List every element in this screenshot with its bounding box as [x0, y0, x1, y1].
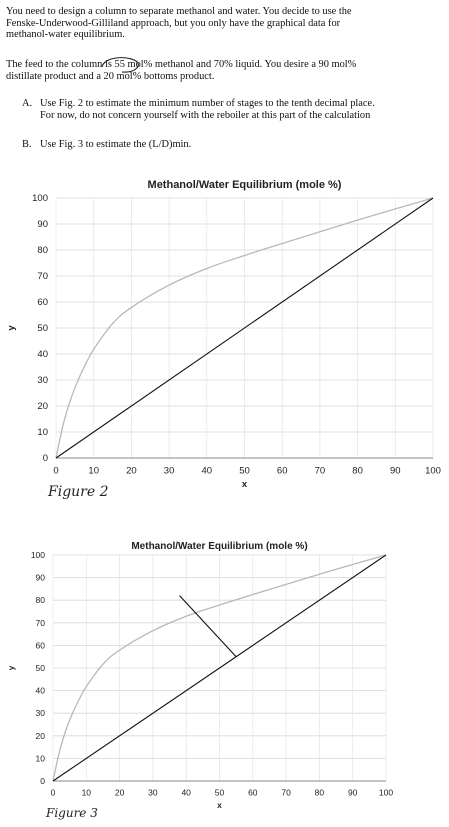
y-tick-label: 90	[36, 573, 46, 583]
x-tick-label: 0	[53, 466, 58, 477]
problem-intro: You need to design a column to separate …	[6, 6, 444, 41]
y-tick-label: 80	[37, 245, 48, 256]
y-tick-label: 30	[36, 708, 46, 718]
x-tick-label: 80	[315, 788, 325, 798]
x-tick-label: 20	[115, 788, 125, 798]
question-line: Use Fig. 3 to estimate the (L/D)min.	[40, 139, 192, 150]
x-tick-label: 40	[202, 466, 213, 477]
equilibrium-curve	[52, 554, 387, 782]
equilibrium-curve	[55, 197, 434, 459]
intro-line: methanol-water equilibrium.	[6, 29, 125, 41]
y-tick-label: 90	[37, 219, 48, 230]
y-tick-label: 50	[37, 323, 48, 334]
x-tick-label: 50	[239, 466, 250, 477]
chart-svg: Methanol/Water Equilibrium (mole %) 0 10 20…	[6, 541, 393, 810]
y-tick-label: 40	[36, 686, 46, 696]
question-line: For now, do not concern yourself with th…	[40, 109, 371, 121]
y-tick-label: 60	[36, 640, 46, 650]
y-tick-label: 20	[37, 401, 48, 412]
x-tick-label: 10	[82, 788, 92, 798]
y-axis-label: y	[6, 665, 16, 670]
x-tick-label: 80	[352, 466, 363, 477]
y-tick-label: 40	[37, 349, 48, 360]
question-letter: B.	[22, 139, 32, 150]
feed-line: The feed to the column is 55 mol% methan…	[6, 59, 357, 70]
y-tick-label: 0	[40, 776, 45, 786]
y-tick-label: 100	[31, 550, 45, 560]
y-tick-label: 50	[36, 663, 46, 673]
x-tick-label: 50	[215, 788, 225, 798]
question-line: Use Fig. 2 to estimate the minimum numbe…	[40, 98, 375, 109]
x-tick-label: 30	[164, 466, 175, 477]
diagonal-line	[52, 554, 387, 782]
figure-2-chart: Methanol/Water Equilibrium (mole %) 0 10 20…	[0, 170, 449, 490]
y-tick-label: 100	[32, 193, 48, 204]
x-tick-label: 60	[277, 466, 288, 477]
y-tick-label: 60	[37, 297, 48, 308]
y-axis-label: y	[6, 325, 17, 331]
x-tick-label: 100	[379, 788, 393, 798]
x-tick-label: 30	[148, 788, 158, 798]
y-tick-label: 70	[37, 271, 48, 282]
figure-3-chart: Methanol/Water Equilibrium (mole %) 0 10 20…	[0, 535, 449, 810]
question-letter: A.	[22, 98, 33, 109]
diagonal-line	[55, 197, 434, 459]
x-tick-label: 70	[281, 788, 291, 798]
handwritten-circle	[101, 57, 139, 73]
chart-title: Methanol/Water Equilibrium (mole %)	[148, 179, 342, 191]
y-tick-label: 10	[36, 753, 46, 763]
x-tick-label: 70	[315, 466, 326, 477]
x-tick-label: 0	[51, 788, 56, 798]
x-tick-label: 40	[181, 788, 191, 798]
feed-specification: The feed to the column is 55 mol% methan…	[6, 59, 444, 82]
handdrawn-q-line	[179, 595, 237, 658]
y-tick-label: 0	[43, 453, 48, 464]
chart-title: Methanol/Water Equilibrium (mole %)	[131, 541, 307, 552]
intro-line: You need to design a column to separate …	[6, 6, 352, 17]
x-tick-label: 90	[348, 788, 358, 798]
x-tick-label: 10	[88, 466, 99, 477]
y-tick-label: 30	[37, 375, 48, 386]
x-tick-label: 100	[425, 466, 441, 477]
figure-3-caption: Figure 3	[46, 806, 98, 820]
intro-line: Fenske-Underwood-Gilliland approach, but…	[6, 17, 341, 29]
chart-svg: Methanol/Water Equilibrium (mole %) 0 10 20…	[6, 179, 441, 490]
feed-line: distillate product and a 20 mol% bottoms…	[6, 70, 215, 82]
x-tick-label: 20	[126, 466, 137, 477]
y-tick-label: 80	[36, 595, 46, 605]
y-tick-label: 70	[36, 618, 46, 628]
x-axis-label: x	[242, 479, 248, 490]
figure-2-caption: Figure 2	[48, 484, 109, 500]
x-axis-label: x	[217, 800, 222, 810]
y-tick-label: 10	[37, 427, 48, 438]
y-tick-label: 20	[36, 731, 46, 741]
x-tick-label: 60	[248, 788, 258, 798]
x-tick-label: 90	[390, 466, 401, 477]
